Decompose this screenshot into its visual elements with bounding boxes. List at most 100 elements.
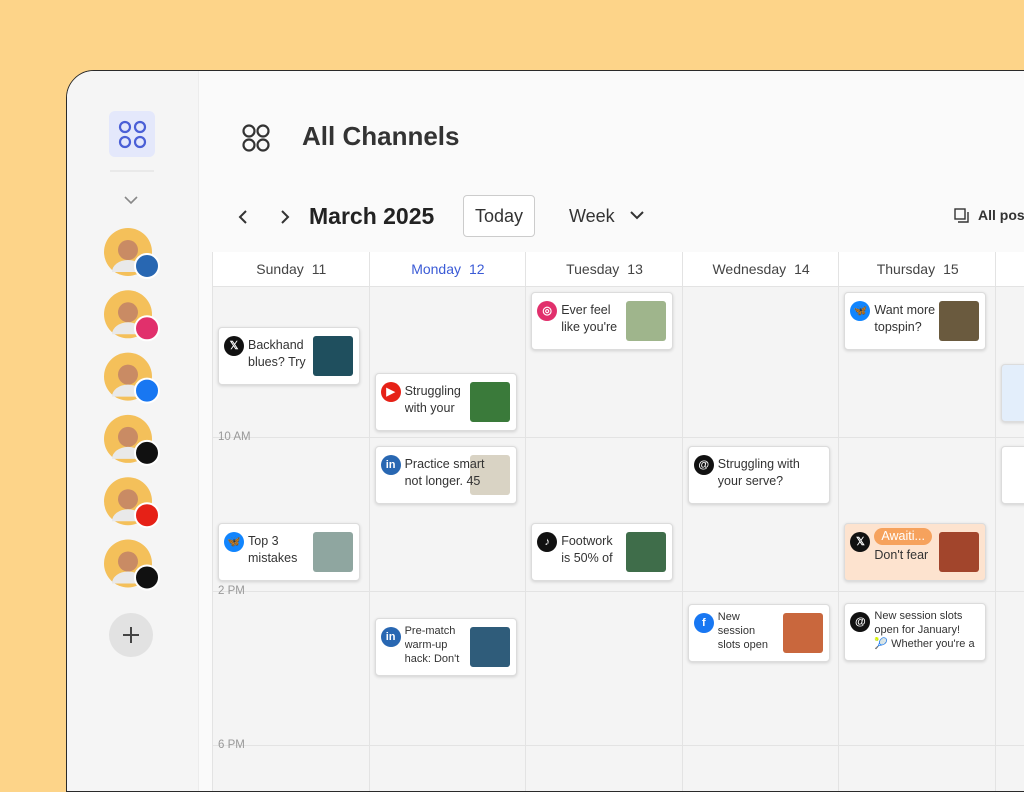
- post-line: warm-up: [404, 639, 448, 651]
- post-text: Pre-match warm-up hack: Don't: [405, 624, 485, 666]
- channel-avatar[interactable]: [104, 477, 160, 529]
- post-card[interactable]: @ New session slots open for January! 🎾 Whe…: [844, 603, 987, 661]
- post-line: with your: [404, 401, 455, 415]
- post-text: Struggling with your serve?: [718, 456, 828, 490]
- post-text: Ever feel like you're: [561, 302, 641, 336]
- post-line: like you're: [561, 320, 618, 334]
- status-badge: Awaiti...: [874, 528, 932, 545]
- post-line: topspin?: [874, 320, 922, 334]
- post-line: slots open: [717, 639, 768, 651]
- post-card: [1001, 364, 1024, 422]
- time-label: 10 AM: [218, 431, 251, 443]
- day-date: 11: [311, 261, 327, 277]
- view-chevron[interactable]: [629, 209, 645, 221]
- post-card[interactable]: @ Struggling with your serve?: [687, 446, 830, 504]
- network-icon: 𝕏: [224, 336, 244, 356]
- app-window: All Channels March 2025 Today Week All p…: [66, 70, 1024, 792]
- post-line: 🎾 Whether you're a: [874, 638, 975, 650]
- post-line: not longer. 45: [404, 474, 481, 488]
- network-icon: 𝕏: [850, 532, 871, 552]
- channel-avatar[interactable]: [104, 352, 160, 404]
- page-title: All Channels: [302, 121, 460, 151]
- sidebar: [67, 71, 199, 791]
- hour-line: [212, 745, 1024, 746]
- post-text: Practice smarter, not longer. 45: [405, 456, 485, 490]
- post-card[interactable]: 𝕏 Backhand blues? Try: [218, 327, 360, 385]
- network-icon: @: [850, 612, 871, 632]
- post-card[interactable]: 🦋 Top 3 mistakes: [218, 523, 360, 581]
- post-card[interactable]: f New session slots open: [687, 604, 830, 662]
- network-icon: in: [380, 455, 401, 475]
- channel-avatar[interactable]: [104, 290, 160, 342]
- day-column: [995, 252, 1024, 791]
- post-text: Want more topspin?: [874, 302, 954, 336]
- day-name: Wednesday: [712, 261, 787, 277]
- post-card[interactable]: ◎ Ever feel like you're: [531, 292, 674, 350]
- post-line: blues? Try: [248, 355, 306, 369]
- day-header[interactable]: Wednesday 14: [681, 252, 840, 287]
- day-header[interactable]: Tuesday 13: [525, 252, 683, 287]
- day-name: Tuesday: [566, 261, 620, 277]
- post-line: open for January!: [874, 624, 961, 636]
- channel-avatar[interactable]: [104, 228, 160, 279]
- day-name: Sunday: [256, 261, 304, 277]
- post-card[interactable]: 𝕏 Awaiti... Don't fear: [844, 523, 987, 581]
- day-header[interactable]: Monday 12: [368, 252, 527, 287]
- post-line: hack: Don't: [404, 653, 460, 665]
- day-header[interactable]: Sunday 11: [212, 252, 370, 287]
- post-card[interactable]: in Pre-match warm-up hack: Don't: [374, 618, 517, 676]
- post-thumbnail: [469, 455, 510, 495]
- page: All Channels March 2025 Today Week All p…: [66, 70, 1024, 792]
- network-icon: ♪: [537, 532, 558, 552]
- network-icon: ▶: [380, 382, 401, 402]
- week-nav[interactable]: [232, 207, 302, 227]
- collapse-chevron[interactable]: [124, 196, 138, 205]
- network-icon: 🦋: [850, 301, 871, 321]
- post-text: New session slots open: [718, 610, 798, 652]
- hour-line: [212, 591, 1024, 592]
- post-line: New session slots: [874, 610, 963, 622]
- day-name: Monday: [411, 261, 461, 277]
- sidebar-icons: [104, 111, 160, 657]
- view-select[interactable]: Week: [569, 206, 615, 226]
- post-thumbnail: [939, 532, 980, 572]
- network-icon: @: [693, 455, 714, 475]
- day-column: [681, 252, 840, 791]
- channel-avatar[interactable]: [104, 414, 160, 466]
- post-line: is 50% of: [561, 551, 613, 565]
- day-date: 15: [943, 261, 959, 277]
- post-card: [1001, 446, 1024, 504]
- post-thumbnail: [469, 382, 510, 422]
- post-line: Footwork: [561, 534, 613, 548]
- post-thumbnail: [626, 532, 667, 572]
- post-card[interactable]: ▶ Struggling with your: [374, 373, 517, 431]
- day-header: [995, 252, 1024, 287]
- post-text: Awaiti... Don't fear: [874, 528, 954, 564]
- post-thumbnail: [939, 301, 980, 341]
- today-button[interactable]: Today: [463, 195, 535, 237]
- day-header[interactable]: Thursday 15: [838, 252, 996, 287]
- time-label: 6 PM: [218, 739, 245, 751]
- network-icon: f: [693, 613, 714, 633]
- month-label: March 2025: [309, 203, 435, 229]
- post-line: Top 3: [248, 534, 279, 548]
- post-line: Struggling: [404, 384, 461, 398]
- day-column: [368, 252, 527, 791]
- calendar: 10 AM 2 PM 6 PM Sunday 11 Monday 12 Tuesday 13 We…: [67, 71, 1024, 791]
- post-card[interactable]: 🦋 Want more topspin?: [844, 292, 987, 350]
- filter-icon: [954, 208, 969, 223]
- post-text: Backhand blues? Try: [248, 337, 328, 371]
- post-thumbnail: [626, 301, 667, 341]
- day-date: 13: [627, 261, 643, 277]
- hour-line: [212, 437, 1024, 438]
- post-line: Practice smarter,: [404, 457, 485, 471]
- filter-button[interactable]: All pos: [978, 207, 1024, 223]
- day-date: 14: [794, 261, 810, 277]
- channel-avatar[interactable]: [104, 539, 160, 591]
- post-card[interactable]: ♪ Footwork is 50% of: [531, 523, 674, 581]
- post-text: Footwork is 50% of: [561, 533, 641, 567]
- post-thumbnail: [782, 613, 823, 653]
- post-thumbnail: [313, 336, 353, 376]
- post-thumbnail: [469, 627, 510, 667]
